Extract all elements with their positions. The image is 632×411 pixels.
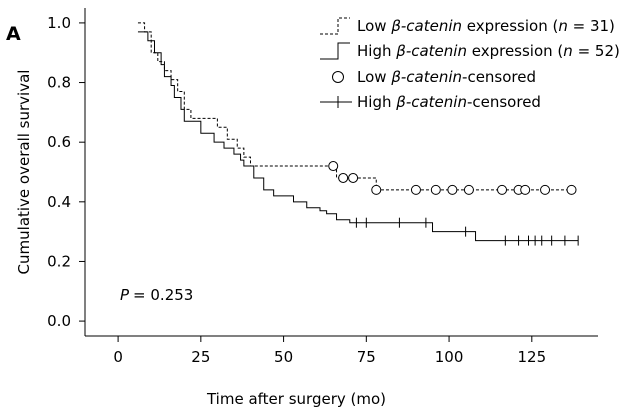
legend-label: High β-catenin expression (n = 52) [357,42,620,60]
legend-italic-part: β-catenin [390,68,462,86]
legend-label: Low β-catenin-censored [357,68,536,86]
legend-text-part: -censored [467,93,541,111]
legend-italic-part: n [563,42,573,60]
legend-italic-part: β-catenin [390,17,462,35]
legend-italic-part: β-catenin [395,42,467,60]
legend-text-part: Low [357,68,391,86]
low-censored-marker [348,172,359,183]
x-axis-title: Time after surgery (mo) [206,390,386,408]
panel-letter: A [6,23,21,45]
x-tick-label: 100 [435,348,464,366]
low-censored-marker [566,184,577,195]
y-ticks: 0.0 0.2 0.4 0.6 0.8 1.0 [47,14,85,330]
p-value-annotation: P = 0.253 [120,286,193,304]
legend: Low β-catenin expression (n = 31)High β-… [320,17,620,111]
low-censored-marker [430,184,441,195]
y-tick-label: 0.0 [47,312,71,330]
high-expression-curve [137,31,579,242]
low-censored-marker [497,184,508,195]
legend-label: Low β-catenin expression (n = 31) [357,17,615,35]
p-label: P [120,286,130,304]
y-tick-label: 0.2 [47,252,71,270]
x-tick-label: 125 [517,348,546,366]
legend-text-part: expression ( [467,42,563,60]
x-ticks: 0 25 50 75 100 125 [113,336,546,366]
y-tick-label: 0.8 [47,74,71,92]
x-tick-label: 25 [191,348,210,366]
y-tick-label: 0.4 [47,193,71,211]
low-censored-marker [463,184,474,195]
legend-text-part: = 52) [573,42,620,60]
low-expression-curve [137,22,572,191]
legend-swatch-dashed-step [320,17,350,35]
legend-item-high-expr: High β-catenin expression (n = 52) [320,42,620,60]
legend-item-high-censored: High β-catenin-censored [320,93,541,111]
legend-text-part: -censored [462,68,536,86]
p-value: = 0.253 [133,286,193,304]
low-censored-marker [410,184,421,195]
low-censored-marker [540,184,551,195]
legend-label: High β-catenin-censored [357,93,541,111]
axes [84,8,598,337]
x-tick-label: 50 [274,348,293,366]
low-censored-marker [371,184,382,195]
y-tick-label: 1.0 [47,14,71,32]
y-tick-label: 0.6 [47,133,71,151]
legend-text-part: High [357,93,396,111]
legend-swatch-circle [332,71,344,83]
legend-text-part: = 31) [568,17,615,35]
legend-text-part: Low [357,17,391,35]
x-tick-label: 0 [113,348,123,366]
low-censored-marker [328,161,339,172]
legend-swatch-solid-step [320,42,350,60]
x-tick-label: 75 [357,348,376,366]
plot-area [137,22,579,246]
legend-item-low-censored: Low β-catenin-censored [332,68,536,86]
legend-text-part: High [357,42,396,60]
legend-item-low-expr: Low β-catenin expression (n = 31) [320,17,615,35]
legend-italic-part: n [558,17,568,35]
legend-text-part: expression ( [462,17,558,35]
low-censored-marker [447,184,458,195]
legend-italic-part: β-catenin [395,93,467,111]
y-axis-title: Cumulative overall survival [15,70,33,275]
low-censored-marker [338,172,349,183]
low-censored-marker [520,184,531,195]
